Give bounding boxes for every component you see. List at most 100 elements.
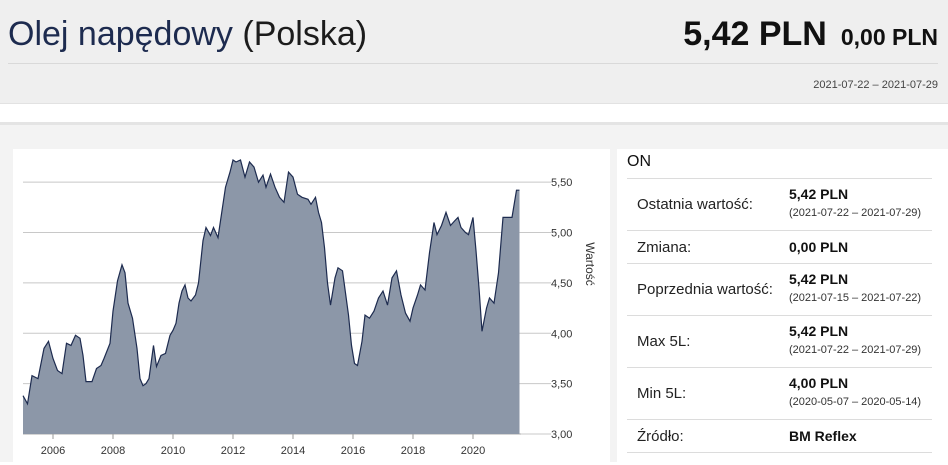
data-point bbox=[225, 186, 227, 188]
data-point bbox=[481, 330, 483, 332]
data-point bbox=[232, 159, 234, 161]
data-point bbox=[324, 247, 326, 249]
data-point bbox=[507, 216, 509, 218]
data-point bbox=[454, 220, 456, 222]
data-point bbox=[288, 171, 290, 173]
page-header: Olej napędowy (Polska) 5,42 PLN 0,00 PLN … bbox=[0, 0, 948, 104]
date-range: 2021-07-22 – 2021-07-29 bbox=[813, 79, 938, 91]
header-divider bbox=[8, 63, 938, 64]
data-point bbox=[274, 186, 276, 188]
x-tick-label: 2020 bbox=[461, 445, 485, 457]
data-point bbox=[310, 203, 312, 205]
data-point bbox=[457, 216, 459, 218]
data-point bbox=[240, 159, 242, 161]
data-point bbox=[502, 216, 504, 218]
data-point bbox=[412, 307, 414, 309]
series-line bbox=[22, 159, 520, 406]
x-tick-label: 2018 bbox=[401, 445, 425, 457]
data-point bbox=[315, 196, 317, 198]
data-point bbox=[172, 329, 174, 331]
data-point bbox=[265, 186, 267, 188]
data-point bbox=[369, 317, 371, 319]
info-value: 5,42 PLN bbox=[789, 271, 849, 287]
info-row-max-5y: Max 5L: 5,42 PLN (2021-07-22 – 2021-07-2… bbox=[627, 315, 932, 368]
data-point bbox=[244, 176, 246, 178]
data-point bbox=[493, 302, 495, 304]
info-row-min-5y: Min 5L: 4,00 PLN (2020-05-07 – 2020-05-1… bbox=[627, 367, 932, 420]
data-point bbox=[235, 161, 237, 163]
info-value: 5,42 PLN bbox=[789, 323, 849, 339]
data-point bbox=[424, 289, 426, 291]
data-point bbox=[378, 297, 380, 299]
data-point bbox=[57, 370, 59, 372]
page-title: Olej napędowy (Polska) bbox=[8, 14, 367, 54]
data-point bbox=[498, 272, 500, 274]
data-point bbox=[351, 344, 353, 346]
data-point bbox=[301, 196, 303, 198]
data-point bbox=[43, 347, 45, 349]
data-point bbox=[417, 294, 419, 296]
data-point bbox=[387, 304, 389, 306]
data-point bbox=[145, 383, 147, 385]
data-point bbox=[52, 358, 54, 360]
x-tick-label: 2012 bbox=[221, 445, 245, 457]
data-point bbox=[391, 277, 393, 279]
data-point bbox=[175, 322, 177, 324]
data-point bbox=[396, 270, 398, 272]
data-point bbox=[148, 378, 150, 380]
data-point bbox=[184, 284, 186, 286]
info-label: Zmiana: bbox=[637, 239, 692, 256]
data-point bbox=[153, 344, 155, 346]
data-point bbox=[109, 342, 111, 344]
data-point bbox=[400, 294, 402, 296]
data-point bbox=[465, 232, 467, 234]
x-tick-label: 2006 bbox=[41, 445, 65, 457]
data-point bbox=[66, 342, 68, 344]
data-point bbox=[330, 304, 332, 306]
info-row-last-value: Ostatnia wartość: 5,42 PLN (2021-07-22 –… bbox=[627, 178, 932, 231]
price-change: 0,00 PLN bbox=[840, 24, 938, 50]
data-point bbox=[165, 352, 167, 354]
data-point bbox=[450, 225, 452, 227]
data-point bbox=[160, 354, 162, 356]
info-period: (2021-07-22 – 2021-07-29) bbox=[789, 207, 922, 219]
data-point bbox=[478, 287, 480, 289]
info-label: Źródło: bbox=[637, 428, 684, 445]
data-point bbox=[436, 234, 438, 236]
data-point bbox=[486, 307, 488, 309]
data-point bbox=[364, 314, 366, 316]
data-point bbox=[190, 300, 192, 302]
data-point bbox=[420, 284, 422, 286]
data-point bbox=[217, 237, 219, 239]
info-label: Min 5L: bbox=[637, 385, 687, 402]
data-point bbox=[405, 312, 407, 314]
data-point bbox=[409, 320, 411, 322]
data-point bbox=[262, 174, 264, 176]
data-point bbox=[127, 302, 129, 304]
data-point bbox=[117, 280, 119, 282]
data-point bbox=[210, 235, 212, 237]
data-point bbox=[103, 358, 105, 360]
data-point bbox=[297, 193, 299, 195]
y-tick-label: 5,50 bbox=[551, 177, 572, 189]
x-tick-label: 2014 bbox=[281, 445, 305, 457]
info-period: (2021-07-22 – 2021-07-29) bbox=[789, 344, 922, 356]
data-point bbox=[327, 282, 329, 284]
data-point bbox=[357, 365, 359, 367]
data-point bbox=[22, 395, 24, 397]
info-value: 5,42 PLN bbox=[789, 186, 849, 202]
data-point bbox=[198, 282, 200, 284]
data-point bbox=[345, 292, 347, 294]
data-point bbox=[342, 270, 344, 272]
content-panel: 3,00 3,50 4,00 4,50 5,00 5,50 2006 2008 2010 201… bbox=[0, 122, 948, 465]
data-point bbox=[136, 347, 138, 349]
data-point bbox=[361, 340, 363, 342]
info-row-change: Zmiana: 0,00 PLN bbox=[627, 230, 932, 264]
info-label: Max 5L: bbox=[637, 333, 691, 350]
data-point bbox=[220, 216, 222, 218]
chart-svg: 3,00 3,50 4,00 4,50 5,00 5,50 2006 2008 2010 201… bbox=[22, 159, 597, 457]
x-tick-label: 2016 bbox=[341, 445, 365, 457]
data-point bbox=[85, 381, 87, 383]
data-point bbox=[489, 297, 491, 299]
data-point bbox=[91, 381, 93, 383]
